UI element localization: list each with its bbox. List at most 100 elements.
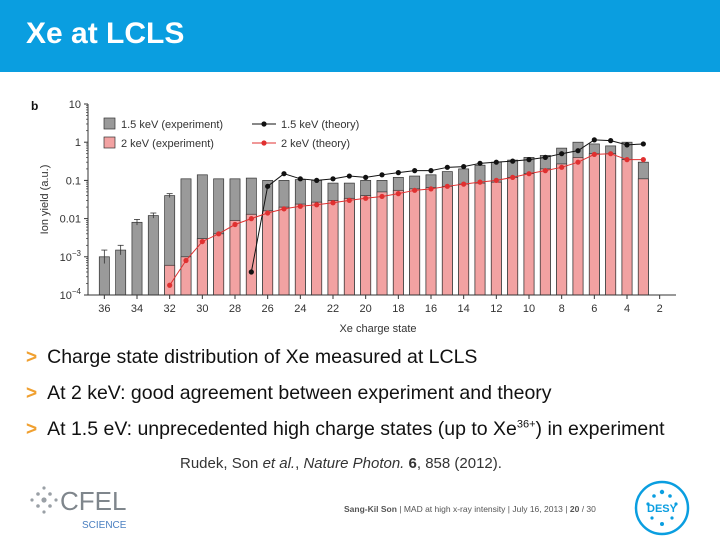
bar-1-5kev xyxy=(147,215,159,296)
desy-logo: DESY xyxy=(634,480,690,536)
footer-sep: | xyxy=(505,504,513,514)
footer-author: Sang-Kil Son xyxy=(344,504,397,514)
x-tick-label: 10 xyxy=(523,303,535,315)
theory-1-5kev-point xyxy=(281,171,287,177)
theory-2kev-point xyxy=(542,168,548,174)
theory-2kev-point xyxy=(314,202,320,208)
slide-title: Xe at LCLS xyxy=(26,17,185,50)
y-tick-label: 10−3 xyxy=(60,249,82,264)
theory-1-5kev-point xyxy=(248,269,254,275)
x-tick-label: 24 xyxy=(294,303,306,315)
x-tick-label: 6 xyxy=(591,303,597,315)
legend-swatch xyxy=(103,117,116,130)
bar-2kev xyxy=(556,163,568,296)
theory-2kev-point xyxy=(591,151,597,157)
theory-2kev-point xyxy=(216,231,222,237)
theory-1-5kev-point xyxy=(640,141,646,147)
cfel-dots-icon xyxy=(30,486,58,514)
y-tick-label-exponent: −3 xyxy=(72,249,82,258)
bar-2kev xyxy=(360,195,372,296)
bar-2kev xyxy=(474,182,486,296)
citation: Rudek, Son et al., Nature Photon. 6, 858… xyxy=(180,455,502,472)
theory-2kev-point xyxy=(167,282,173,288)
desy-logo-text: DESY xyxy=(647,503,678,515)
theory-2kev-point xyxy=(444,183,450,189)
y-tick-label: 10−4 xyxy=(60,287,82,302)
bars-layer xyxy=(98,141,649,296)
theory-1-5kev-point xyxy=(526,157,532,163)
bullet-arrow-icon: > xyxy=(26,419,38,440)
theory-2kev-point xyxy=(624,157,630,163)
y-tick-label: 0.01 xyxy=(60,214,81,226)
bullet-text: At 1.5 eV: unprecedented high charge sta… xyxy=(47,418,664,441)
theory-2kev-line xyxy=(169,153,644,286)
theory-2kev-point xyxy=(265,210,271,216)
citation-journal: Nature Photon. xyxy=(303,455,405,472)
theory-1-5kev-point xyxy=(542,154,548,161)
bar-2kev xyxy=(588,153,600,296)
bar-2kev xyxy=(637,178,649,296)
citation-sep1: , xyxy=(295,455,304,472)
legend-marker xyxy=(261,121,267,127)
x-tick-label: 32 xyxy=(164,303,176,315)
citation-authors: Rudek, Son xyxy=(180,455,263,472)
legend-label: 2 keV (theory) xyxy=(281,138,350,150)
bar-2kev xyxy=(441,185,453,296)
footer-page: 20 xyxy=(569,504,580,514)
footer-talk: MAD at high x-ray intensity xyxy=(403,504,506,514)
theory-1-5kev-point xyxy=(575,148,581,154)
y-tick-label: 1 xyxy=(75,137,81,149)
x-tick-label: 36 xyxy=(98,303,110,315)
bar-2kev xyxy=(425,187,437,296)
bar-1-5kev xyxy=(115,249,127,296)
legend-label: 2 keV (experiment) xyxy=(121,138,214,150)
bar-2kev xyxy=(278,206,290,296)
footer-sep: | xyxy=(562,504,570,514)
x-tick-label: 14 xyxy=(458,303,470,315)
theory-2kev-point xyxy=(363,195,369,201)
slide-footer: Sang-Kil Son | MAD at high x-ray intensi… xyxy=(344,504,596,514)
legend-marker xyxy=(261,140,267,146)
theory-2kev-point xyxy=(412,187,418,193)
x-axis-label: Xe charge state xyxy=(339,323,416,335)
bar-2kev xyxy=(507,177,519,296)
theory-1-5kev-point xyxy=(493,159,499,165)
theory-1-5kev-point xyxy=(559,151,565,157)
legend-swatch xyxy=(103,136,116,149)
theory-1-5kev-point xyxy=(297,176,303,182)
theory-1-5kev-point xyxy=(624,142,630,148)
theory-2kev-point xyxy=(297,203,303,209)
desy-dots-icon xyxy=(646,489,678,526)
bar-2kev xyxy=(539,168,551,296)
x-tick-label: 2 xyxy=(657,303,663,315)
theory-1-5kev-point xyxy=(346,173,352,179)
x-tick-label: 30 xyxy=(196,303,208,315)
slide-header: Xe at LCLS xyxy=(0,0,720,72)
bar-2kev xyxy=(605,153,617,296)
theory-2kev-point xyxy=(477,179,483,185)
theory-1-5kev-point xyxy=(510,158,516,164)
bullet-text: At 2 keV: good agreement between experim… xyxy=(47,382,552,404)
bar-2kev xyxy=(409,188,421,296)
bar-2kev xyxy=(262,210,274,296)
theory-1-5kev-point xyxy=(412,168,418,174)
theory-2kev-point xyxy=(640,157,646,163)
theory-2kev-point xyxy=(379,193,385,200)
theory-2kev-point xyxy=(461,181,467,187)
y-tick-label: 0.1 xyxy=(66,175,81,187)
theory-2kev-point xyxy=(608,151,614,157)
bullet-arrow-icon: > xyxy=(26,347,38,368)
y-tick-label-exponent: −4 xyxy=(72,287,82,296)
bar-2kev xyxy=(311,201,323,296)
x-tick-label: 34 xyxy=(131,303,143,315)
bullet-text-after: ) in experiment xyxy=(535,418,665,440)
theory-1-5kev-point xyxy=(461,163,467,170)
bar-1-5kev xyxy=(131,221,143,296)
bar-2kev xyxy=(523,173,535,296)
bullet-text-before: At 1.5 eV: unprecedented high charge sta… xyxy=(47,418,517,440)
bullet-item: > At 1.5 eV: unprecedented high charge s… xyxy=(26,418,716,454)
x-tick-label: 4 xyxy=(624,303,630,315)
bar-2kev xyxy=(392,189,404,296)
theory-1-5kev-point xyxy=(591,137,597,143)
theory-2kev-point xyxy=(183,257,189,264)
